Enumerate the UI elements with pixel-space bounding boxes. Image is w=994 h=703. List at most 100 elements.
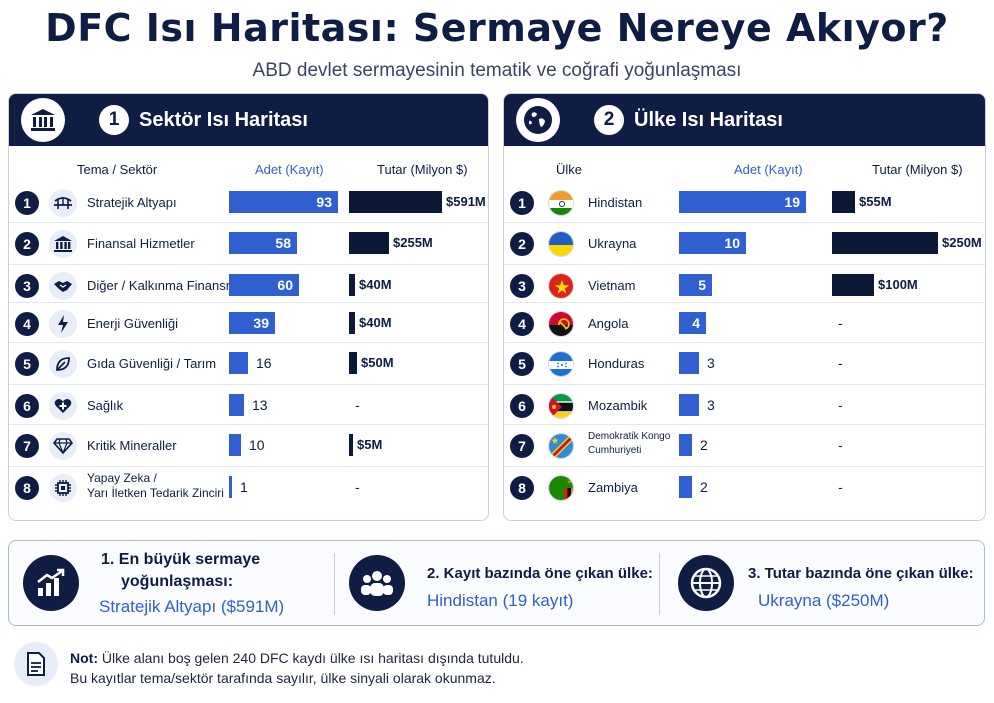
row-label: Angola [588, 316, 629, 331]
rank-badge: 1 [15, 191, 39, 215]
rank-badge: 1 [510, 191, 534, 215]
amount-bar [349, 312, 355, 334]
divider [334, 553, 335, 615]
rank-badge: 3 [510, 274, 534, 298]
table-row: 4 Angola 4 - [504, 302, 985, 342]
angola-flag-icon [548, 311, 574, 337]
count-label: 19 [784, 194, 800, 210]
rank-badge: 2 [510, 232, 534, 256]
summary-title-line2: yoğunlaşması: [121, 573, 234, 590]
row-label: Stratejik Altyapı [87, 195, 177, 210]
amount-label: $250M [942, 235, 982, 250]
count-bar [679, 232, 746, 254]
amount-label: $55M [859, 194, 892, 209]
amount-label: $40M [359, 315, 392, 330]
rank-badge: 7 [15, 434, 39, 458]
count-label: 10 [724, 235, 740, 251]
document-icon [14, 642, 58, 686]
row-label: Finansal Hizmetler [87, 236, 195, 251]
note-line-1: Not: Ülke alanı boş gelen 240 DFC kaydı … [70, 650, 524, 666]
amount-empty: - [838, 437, 843, 453]
row-label: Ukrayna [588, 236, 637, 251]
amount-bar [349, 232, 389, 254]
globe-icon [678, 555, 734, 611]
count-label: 93 [316, 194, 332, 210]
count-label: 4 [692, 315, 700, 331]
table-row: 6 Mozambik 3 - [504, 384, 985, 424]
count-bar [229, 274, 299, 296]
amount-label: $40M [359, 277, 392, 292]
note-text: Ülke alanı boş gelen 240 DFC kaydı ülke … [101, 650, 524, 666]
amount-label: $5M [357, 437, 383, 452]
column-header-theme: Tema / Sektör [77, 162, 158, 177]
table-row: 5 Gıda Güvenliği / Tarım 16 $50M [9, 342, 488, 382]
count-label: 60 [277, 277, 293, 293]
mozambique-flag-icon [548, 393, 574, 419]
count-bar [679, 312, 706, 334]
count-label: 58 [275, 235, 291, 251]
amount-bar [832, 191, 855, 213]
row-label: Hindistan [588, 195, 643, 210]
amount-label: $50M [361, 355, 394, 370]
panel-title: Sektör Isı Haritası [139, 108, 308, 131]
count-label: 10 [249, 437, 265, 453]
table-row: 3 Diğer / Kalkınma Finansmanı 60 $40M [9, 264, 488, 304]
row-label: Honduras [588, 356, 645, 371]
rank-badge: 8 [510, 476, 534, 500]
summary-title: 2. Kayıt bazında öne çıkan ülke: [427, 565, 653, 582]
panel-number: 1 [99, 105, 129, 135]
row-label: Mozambik [588, 398, 648, 413]
table-row: 6 Sağlık 13 - [9, 384, 488, 424]
footnote: Not: Ülke alanı boş gelen 240 DFC kaydı … [10, 640, 987, 696]
amount-bar [349, 191, 442, 213]
rank-badge: 2 [15, 232, 39, 256]
column-header-amount: Tutar (Milyon $) [872, 162, 963, 177]
rank-badge: 7 [510, 434, 534, 458]
amount-bar [349, 352, 357, 374]
count-bar [229, 191, 338, 213]
rank-badge: 4 [510, 312, 534, 336]
count-bar [229, 312, 275, 334]
rank-badge: 5 [15, 352, 39, 376]
amount-empty: - [838, 479, 843, 495]
dr-congo-flag-icon [548, 433, 574, 459]
table-row: 7 Kritik Mineraller 10 $5M [9, 424, 488, 464]
row-label: Vietnam [588, 278, 636, 293]
row-label: Zambiya [588, 480, 638, 495]
row-label: Sağlık [87, 398, 124, 413]
row-label-line1: Yapay Zeka / [87, 471, 157, 485]
amount-bar [832, 274, 874, 296]
rank-badge: 3 [15, 274, 39, 298]
bridge-icon [49, 189, 77, 217]
row-label: Demokratik Kongo Cumhuriyeti [588, 430, 670, 458]
table-row: 8 Yapay Zeka / Yarı İletken Tedarik Zincir… [9, 466, 488, 506]
leaf-icon [49, 350, 77, 378]
row-label-line2: Cumhuriyeti [588, 445, 642, 456]
note-label: Not: [70, 650, 98, 666]
count-bar [229, 434, 241, 456]
count-bar [679, 274, 712, 296]
table-row: 3 Vietnam 5 $100M [504, 264, 985, 304]
table-row: 7 Demokratik Kongo Cumhuriyeti 2 - [504, 424, 985, 464]
count-label: 16 [256, 355, 272, 371]
column-header-count: Adet (Kayıt) [255, 162, 324, 177]
lightning-icon [49, 310, 77, 338]
diamond-icon [49, 432, 77, 460]
growth-chart-icon [23, 555, 79, 611]
amount-empty: - [838, 355, 843, 371]
panel-number: 2 [594, 105, 624, 135]
count-label: 39 [253, 315, 269, 331]
row-label: Yapay Zeka / Yarı İletken Tedarik Zinciri [87, 471, 224, 501]
summary-item-2: 2. Kayıt bazında öne çıkan ülke: Hindist… [335, 541, 660, 627]
count-bar [679, 476, 692, 498]
summary-item-1: 1. En büyük sermaye yoğunlaşması: Strate… [9, 541, 334, 627]
count-bar [679, 191, 806, 213]
country-panel-header: 2 Ülke Isı Haritası [504, 94, 985, 146]
amount-empty: - [355, 397, 360, 413]
amount-bar [349, 434, 353, 456]
summary-title: 3. Tutar bazında öne çıkan ülke: [748, 565, 974, 582]
amount-label: $255M [393, 235, 433, 250]
table-row: 1 Stratejik Altyapı 93 $591M [9, 182, 488, 222]
page-subtitle: ABD devlet sermayesinin tematik ve coğra… [252, 60, 742, 81]
summary-value: Stratejik Altyapı ($591M) [99, 597, 285, 616]
